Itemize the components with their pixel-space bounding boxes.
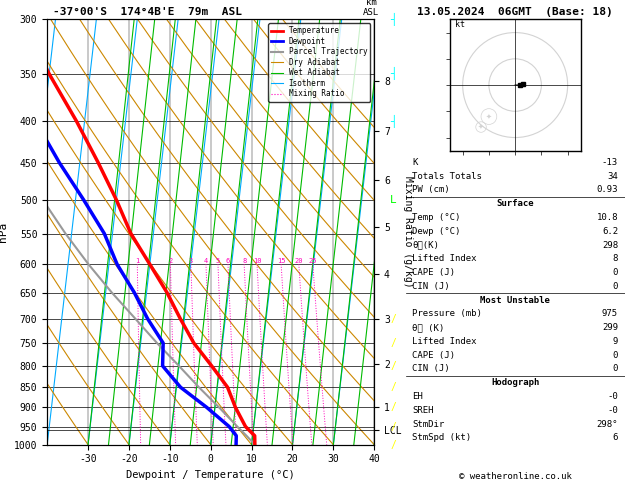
Legend: Temperature, Dewpoint, Parcel Trajectory, Dry Adiabat, Wet Adiabat, Isotherm, Mi: Temperature, Dewpoint, Parcel Trajectory…: [268, 23, 370, 102]
Text: CAPE (J): CAPE (J): [412, 268, 455, 277]
Text: 0.93: 0.93: [596, 186, 618, 194]
Text: 0: 0: [613, 351, 618, 360]
Text: StmSpd (kt): StmSpd (kt): [412, 434, 471, 442]
Text: -0: -0: [607, 406, 618, 415]
Text: 8: 8: [242, 258, 247, 264]
Text: Dewp (°C): Dewp (°C): [412, 227, 460, 236]
X-axis label: Dewpoint / Temperature (°C): Dewpoint / Temperature (°C): [126, 470, 295, 480]
Text: Lifted Index: Lifted Index: [412, 337, 477, 346]
Text: Totals Totals: Totals Totals: [412, 172, 482, 181]
Text: /: /: [390, 313, 396, 324]
Text: 0: 0: [613, 268, 618, 277]
Text: Most Unstable: Most Unstable: [480, 295, 550, 305]
Text: ┤: ┤: [390, 13, 396, 26]
Text: 8: 8: [613, 254, 618, 263]
Text: /: /: [390, 440, 396, 450]
Text: 15: 15: [277, 258, 286, 264]
Text: SREH: SREH: [412, 406, 434, 415]
Text: 2: 2: [169, 258, 172, 264]
Text: /: /: [390, 361, 396, 371]
Text: /: /: [390, 338, 396, 348]
Text: Hodograph: Hodograph: [491, 378, 539, 387]
Text: 6: 6: [613, 434, 618, 442]
Text: 298: 298: [602, 241, 618, 249]
Text: kt: kt: [455, 20, 465, 29]
Text: 0: 0: [613, 282, 618, 291]
Text: 5: 5: [216, 258, 220, 264]
Text: 25: 25: [309, 258, 317, 264]
Text: L: L: [390, 195, 396, 205]
Text: © weatheronline.co.uk: © weatheronline.co.uk: [459, 472, 572, 481]
Text: CIN (J): CIN (J): [412, 364, 450, 373]
Text: -0: -0: [607, 392, 618, 401]
Text: 298°: 298°: [596, 419, 618, 429]
Text: Surface: Surface: [496, 199, 534, 208]
Text: ┤: ┤: [390, 68, 396, 80]
Text: StmDir: StmDir: [412, 419, 445, 429]
Text: -37°00'S  174°4B'E  79m  ASL: -37°00'S 174°4B'E 79m ASL: [53, 7, 242, 17]
Text: θᴄ (K): θᴄ (K): [412, 323, 445, 332]
Text: PW (cm): PW (cm): [412, 186, 450, 194]
Text: 0: 0: [613, 364, 618, 373]
Text: 20: 20: [294, 258, 303, 264]
Text: 299: 299: [602, 323, 618, 332]
Text: Lifted Index: Lifted Index: [412, 254, 477, 263]
Text: 6: 6: [226, 258, 230, 264]
Text: 34: 34: [607, 172, 618, 181]
Text: Pressure (mb): Pressure (mb): [412, 310, 482, 318]
Text: km
ASL: km ASL: [363, 0, 379, 17]
Text: CAPE (J): CAPE (J): [412, 351, 455, 360]
Text: 4: 4: [204, 258, 208, 264]
Text: ✦: ✦: [478, 124, 484, 130]
Text: 10: 10: [253, 258, 261, 264]
Text: -13: -13: [602, 158, 618, 167]
Text: Temp (°C): Temp (°C): [412, 213, 460, 222]
Text: θᴄ(K): θᴄ(K): [412, 241, 439, 249]
Text: 975: 975: [602, 310, 618, 318]
Text: EH: EH: [412, 392, 423, 401]
Text: 3: 3: [189, 258, 193, 264]
Y-axis label: Mixing Ratio (g/kg): Mixing Ratio (g/kg): [403, 176, 413, 288]
Text: 10.8: 10.8: [596, 213, 618, 222]
Text: ┤: ┤: [390, 115, 396, 128]
Text: 9: 9: [613, 337, 618, 346]
Text: /: /: [390, 421, 396, 432]
Text: 6.2: 6.2: [602, 227, 618, 236]
Text: 1: 1: [135, 258, 140, 264]
Text: CIN (J): CIN (J): [412, 282, 450, 291]
Y-axis label: hPa: hPa: [0, 222, 8, 242]
Text: /: /: [390, 382, 396, 392]
Text: /: /: [390, 402, 396, 413]
Text: ✦: ✦: [486, 114, 492, 120]
Text: 13.05.2024  06GMT  (Base: 18): 13.05.2024 06GMT (Base: 18): [417, 7, 613, 17]
Text: K: K: [412, 158, 418, 167]
